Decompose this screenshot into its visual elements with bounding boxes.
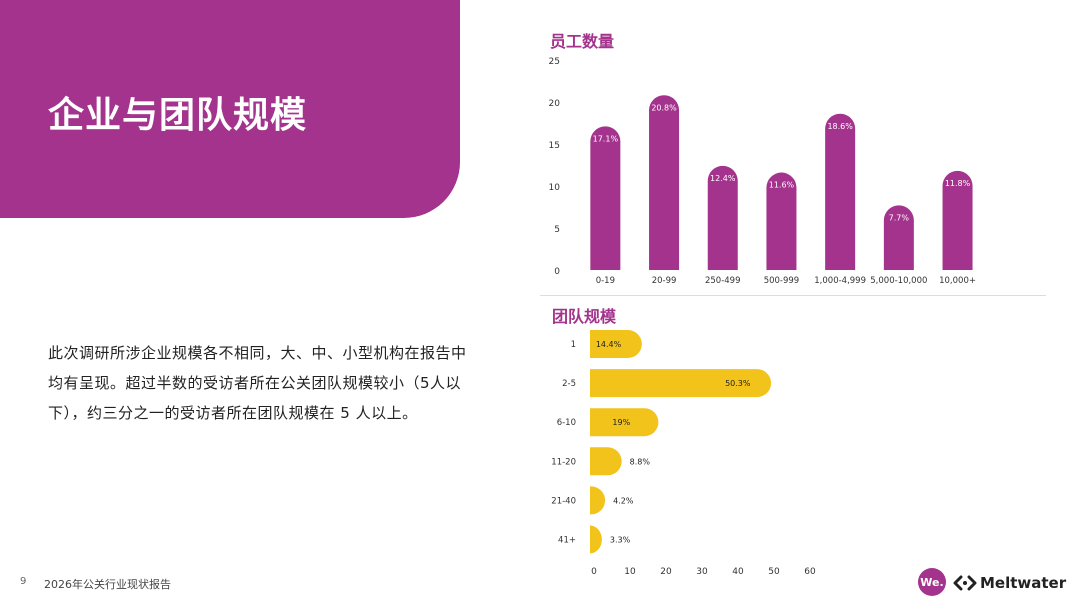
bar-value-label: 20.8% (651, 103, 677, 112)
y-tick-label: 25 (549, 57, 560, 67)
bar-value-label: 11.6% (769, 181, 795, 190)
bar (649, 95, 680, 270)
x-tick-label: 20 (660, 567, 672, 577)
y-category-label: 21-40 (551, 496, 576, 506)
bar-value-label: 11.8% (945, 179, 971, 188)
team-size-chart: 1 14.4% 2-5 50.3% 6-10 19% 11-20 8.8% 21-40 4.2% 4… (551, 330, 816, 577)
y-tick-label: 10 (549, 183, 561, 193)
bar-value-label: 17.1% (593, 134, 619, 143)
y-tick-label: 15 (549, 141, 560, 151)
x-tick-label: 30 (696, 567, 708, 577)
meltwater-wordmark: Meltwater (980, 574, 1067, 592)
bar (883, 205, 914, 270)
bar (707, 165, 738, 270)
body-paragraph: 此次调研所涉企业规模各不相同，大、中、小型机构在报告中均有呈现。超过半数的受访者… (48, 344, 467, 422)
y-category-label: 6-10 (557, 418, 576, 428)
bar (590, 408, 659, 437)
bar (590, 486, 606, 515)
x-tick-label: 0 (591, 567, 597, 577)
chart-divider (540, 295, 1046, 296)
meltwater-mark-icon (953, 575, 977, 591)
x-category-label: 20-99 (652, 276, 677, 286)
bar (590, 447, 622, 476)
bar-value-label: 3.3% (610, 536, 631, 545)
bar-value-label: 7.7% (889, 213, 910, 222)
y-category-label: 11-20 (551, 457, 576, 467)
bar-value-label: 50.3% (725, 379, 751, 388)
y-category-label: 2-5 (562, 379, 576, 389)
x-category-label: 10,000+ (939, 276, 976, 286)
x-category-label: 1,000-4,999 (814, 276, 866, 286)
bar (590, 525, 602, 554)
bar-value-label: 18.6% (827, 122, 853, 131)
x-category-label: 5,000-10,000 (870, 276, 927, 286)
x-tick-label: 50 (768, 567, 780, 577)
employee-chart-title: 员工数量 (550, 32, 615, 51)
bar-value-label: 14.4% (596, 340, 622, 349)
y-category-label: 1 (571, 340, 576, 350)
x-tick-label: 60 (804, 567, 816, 577)
meltwater-logo: Meltwater (952, 574, 1066, 592)
bar-value-label: 8.8% (630, 457, 651, 466)
bar (825, 113, 856, 270)
bar (942, 170, 973, 270)
report-title: 2026年公关行业现状报告 (44, 578, 171, 591)
x-category-label: 500-999 (764, 276, 800, 286)
team-chart-title: 团队规模 (552, 307, 617, 326)
y-tick-label: 20 (549, 99, 561, 109)
x-tick-label: 10 (624, 567, 636, 577)
bar (590, 369, 772, 398)
y-tick-label: 5 (554, 225, 560, 235)
y-tick-label: 0 (554, 267, 560, 277)
bar (590, 330, 642, 358)
bar (590, 126, 621, 270)
employee-count-chart: 0 5 10 15 20 25 17.1% 0-19 20.8% 20-99 12.4% 250-49… (549, 57, 976, 286)
bar-value-label: 4.2% (613, 496, 634, 505)
page-title: 企业与团队规模 (48, 95, 308, 136)
bar-value-label: 19% (612, 418, 630, 427)
bar-value-label: 12.4% (710, 174, 736, 183)
x-category-label: 0-19 (596, 276, 615, 286)
y-category-label: 41+ (558, 536, 576, 546)
bar (766, 172, 797, 270)
page-number: 9 (20, 576, 27, 587)
we-logo: We. (918, 568, 946, 596)
x-category-label: 250-499 (705, 276, 741, 286)
x-tick-label: 40 (732, 567, 744, 577)
title-banner (0, 0, 460, 218)
